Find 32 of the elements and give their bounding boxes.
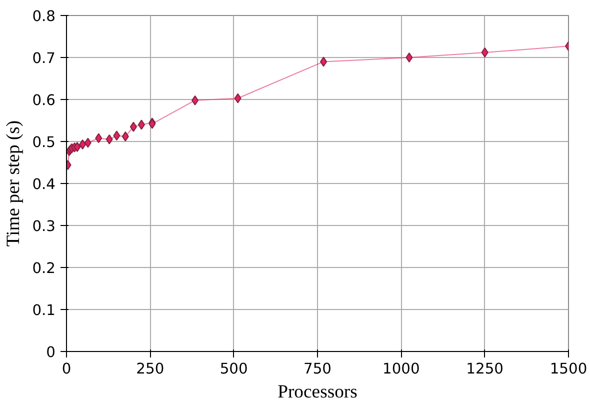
y-tick-label: 0.5: [32, 134, 56, 151]
y-tick-label: 0.3: [32, 218, 56, 235]
point: [481, 47, 488, 58]
point: [406, 52, 413, 62]
point: [106, 134, 113, 144]
point: [122, 131, 129, 142]
point: [320, 56, 328, 67]
y-tick-label: 0.6: [32, 92, 56, 109]
point: [130, 122, 137, 132]
y-tick-label: 0.8: [32, 8, 56, 25]
y-tick-label: 0: [46, 344, 56, 361]
point: [79, 139, 86, 150]
point: [74, 142, 81, 152]
x-axis-title: Processors: [278, 382, 358, 402]
x-tick-label: 1250: [466, 360, 504, 378]
y-tick-label: 0.4: [32, 176, 56, 193]
point: [192, 95, 199, 106]
x-tick-label: 750: [304, 360, 332, 378]
y-tick-label: 0.7: [32, 50, 56, 67]
x-tick-label: 500: [220, 360, 248, 378]
x-tick-label: 1500: [550, 360, 588, 378]
point: [84, 138, 92, 148]
y-axis-title: Time per step (s): [3, 120, 24, 247]
x-tick-label: 250: [136, 360, 164, 378]
point: [113, 130, 120, 141]
x-tick-label: 1000: [382, 360, 420, 378]
y-tick-label: 0.1: [32, 302, 56, 319]
point: [138, 120, 145, 130]
x-tick-label: 0: [62, 360, 72, 378]
point: [95, 133, 102, 144]
y-tick-label: 0.2: [32, 260, 56, 277]
point: [234, 93, 242, 104]
